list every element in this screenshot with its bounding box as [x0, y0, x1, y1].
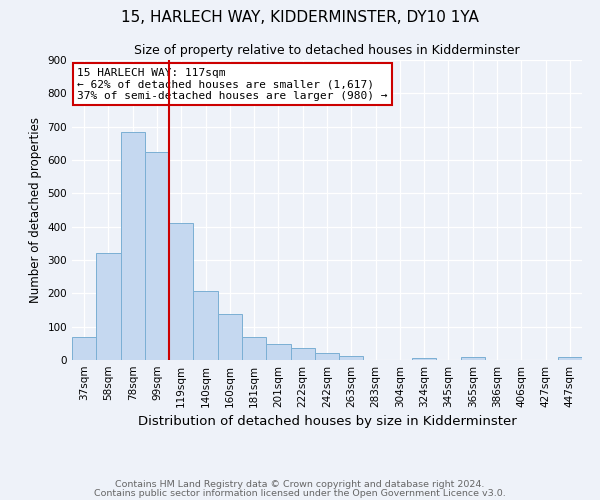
Bar — [218, 314, 242, 360]
Bar — [242, 338, 266, 360]
Bar — [266, 344, 290, 360]
Text: Contains public sector information licensed under the Open Government Licence v3: Contains public sector information licen… — [94, 489, 506, 498]
Bar — [169, 224, 193, 360]
X-axis label: Distribution of detached houses by size in Kidderminster: Distribution of detached houses by size … — [137, 416, 517, 428]
Bar — [339, 356, 364, 360]
Bar — [461, 358, 485, 360]
Bar — [121, 132, 145, 360]
Bar — [72, 336, 96, 360]
Bar — [558, 358, 582, 360]
Text: 15 HARLECH WAY: 117sqm
← 62% of detached houses are smaller (1,617)
37% of semi-: 15 HARLECH WAY: 117sqm ← 62% of detached… — [77, 68, 388, 100]
Text: 15, HARLECH WAY, KIDDERMINSTER, DY10 1YA: 15, HARLECH WAY, KIDDERMINSTER, DY10 1YA — [121, 10, 479, 25]
Y-axis label: Number of detached properties: Number of detached properties — [29, 117, 42, 303]
Bar — [412, 358, 436, 360]
Bar — [145, 152, 169, 360]
Bar — [290, 348, 315, 360]
Text: Contains HM Land Registry data © Crown copyright and database right 2024.: Contains HM Land Registry data © Crown c… — [115, 480, 485, 489]
Bar — [315, 354, 339, 360]
Bar — [96, 254, 121, 360]
Title: Size of property relative to detached houses in Kidderminster: Size of property relative to detached ho… — [134, 44, 520, 58]
Bar — [193, 291, 218, 360]
